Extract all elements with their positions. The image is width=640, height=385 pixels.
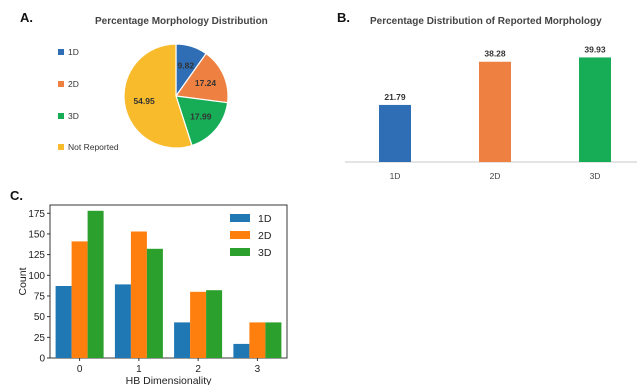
bar-c-2d-2 [190,291,207,358]
legend-swatch-3d [230,248,250,256]
bar-c-3d-2 [206,290,223,358]
pie-legend-label-not-reported: Not Reported [68,142,119,152]
pie-value-label-1d: 9.82 [178,60,195,70]
bar-b-tick-label-2d: 2D [490,171,501,181]
bar-b-value-label-2d: 38.28 [484,49,506,59]
pie-legend-item-2d: 2D [58,79,79,89]
pie-slice-2d [174,52,229,104]
panel-a-letter: A. [20,10,33,25]
bar-c-1d-0 [55,286,72,358]
bar-b-2d [479,61,511,162]
bar-chart-b: 21.79 1D 38.28 2D 39.93 3D [345,44,637,181]
pie-legend-item-3d: 3D [58,111,79,121]
x-tick-label-0: 0 [77,364,83,375]
bar-c-1d-2 [174,322,191,358]
pie-value-label-not-reported: 54.95 [133,96,155,106]
pie-value-label-2d: 17.24 [195,78,217,88]
x-tick-label-1: 1 [136,364,142,375]
pie-legend-label-1d: 1D [68,47,79,57]
panel-a-title: Percentage Morphology Distribution [95,16,268,27]
bar-c-2d-3 [249,322,266,358]
pie-legend-item-not-reported: Not Reported [58,142,119,152]
y-tick-label-175: 175 [28,209,45,220]
y-tick-label-100: 100 [28,271,45,282]
pie-slice-not-reported [123,43,193,149]
panel-c-letter: C. [10,188,23,203]
bar-c-2d-0 [71,241,88,358]
bar-b-tick-label-3d: 3D [590,171,601,181]
legend-label-1d: 1D [258,213,272,225]
x-axis-label: HB Dimensionality [126,375,213,385]
bar-c-3d-0 [87,210,104,358]
pie-legend-swatch-3d [58,113,64,119]
bar-b-1d [379,104,411,162]
x-tick-label-3: 3 [255,364,261,375]
x-tick-label-2: 2 [195,364,201,375]
bar-b-value-label-1d: 21.79 [384,92,406,102]
y-tick-label-50: 50 [34,312,46,323]
legend-label-3d: 3D [258,247,272,259]
pie-legend-swatch-2d [58,81,64,87]
y-tick-label-0: 0 [39,354,45,365]
pie-legend-swatch-not-reported [58,144,64,150]
legend-label-2d: 2D [258,230,272,242]
y-tick-label-25: 25 [34,333,46,344]
legend-swatch-2d [230,231,250,239]
y-tick-label-125: 125 [28,250,45,261]
bar-b-value-label-3d: 39.93 [584,44,606,54]
panel-b-letter: B. [337,10,350,25]
bar-c-3d-1 [146,248,163,358]
pie-legend-swatch-1d [58,49,64,55]
bar-c-2d-1 [130,231,147,358]
bar-c-1d-3 [233,343,250,358]
bar-b-tick-label-1d: 1D [390,171,401,181]
pie-legend-item-1d: 1D [58,47,79,57]
pie-value-label-3d: 17.99 [190,112,212,122]
bar-b-3d [579,57,611,162]
y-axis-label: Count [17,267,29,295]
pie-slice-3d [175,95,229,147]
y-tick-label-75: 75 [34,291,46,302]
bar-c-3d-3 [265,322,282,358]
pie-legend-label-3d: 3D [68,111,79,121]
bar-c-1d-1 [114,284,131,358]
panel-b-title: Percentage Distribution of Reported Morp… [370,16,602,27]
legend-swatch-1d [230,214,250,222]
y-tick-label-150: 150 [28,229,45,240]
chart-c-frame [49,204,288,359]
pie-legend-label-2d: 2D [68,79,79,89]
